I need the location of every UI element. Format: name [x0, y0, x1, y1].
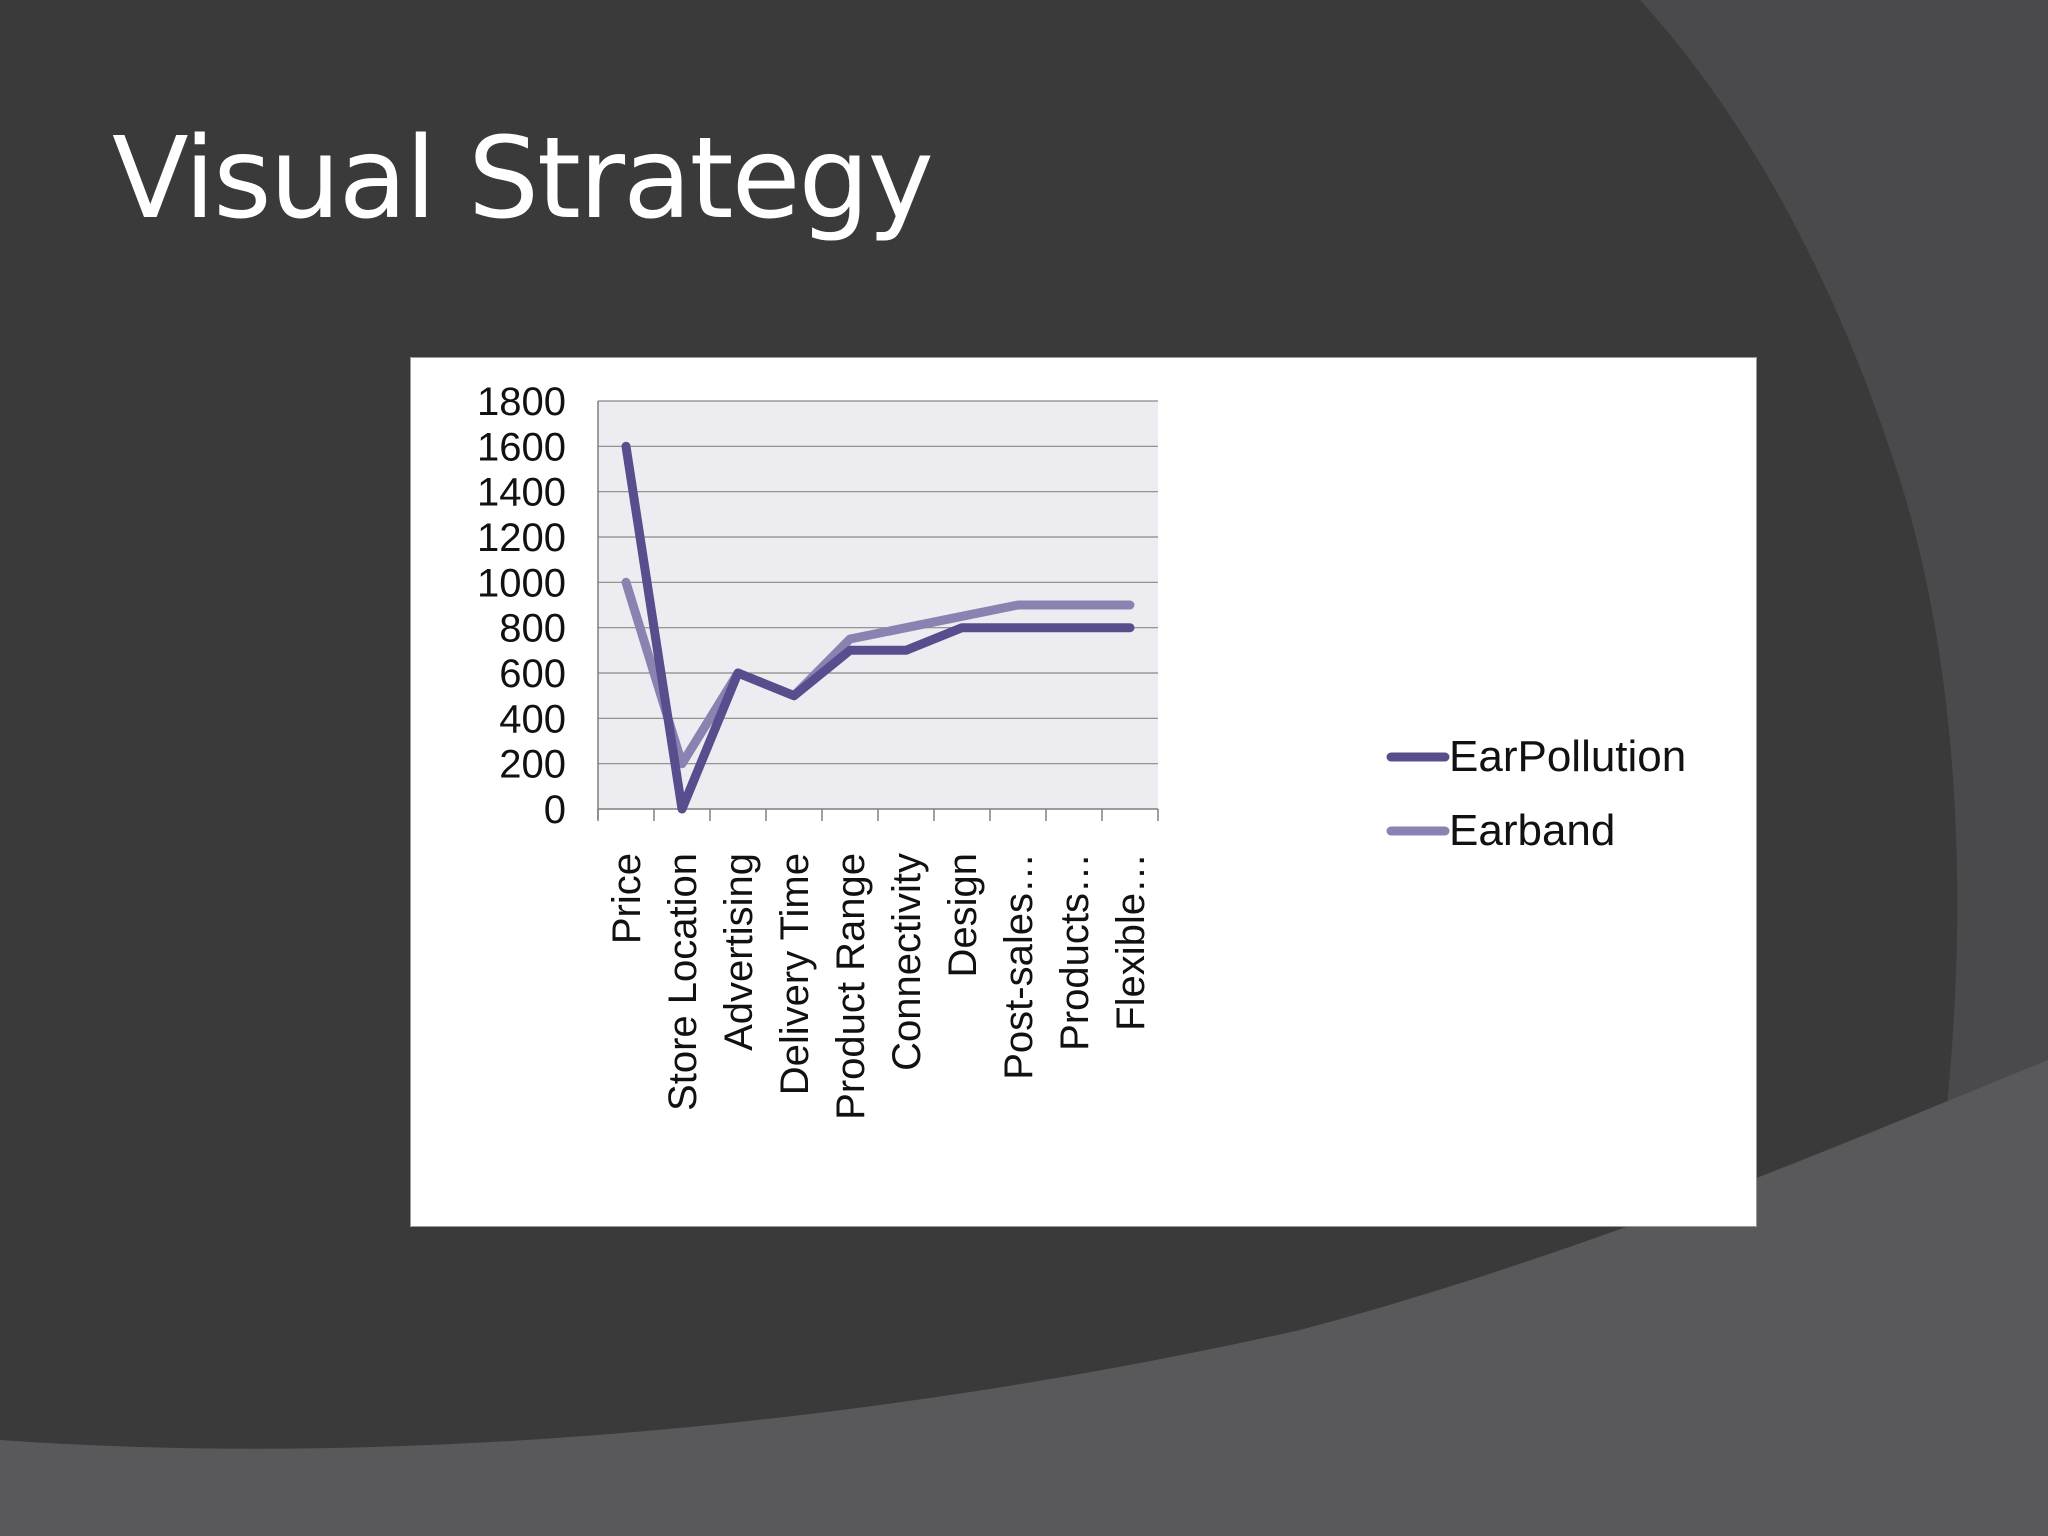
x-tick-label: Advertising	[717, 853, 761, 1051]
series-line	[621, 441, 1135, 814]
slide-title: Visual Strategy	[112, 114, 934, 244]
x-tick-label: Price	[605, 853, 649, 944]
y-tick-label: 600	[499, 652, 566, 696]
chart-frame: 0 200 400 600 800 1000 1200 1400 1600 1800 Price S…	[410, 357, 1757, 1227]
y-tick-label: 1600	[477, 425, 566, 469]
y-tick-label: 800	[499, 607, 566, 651]
x-tick-label: Design	[941, 853, 985, 978]
x-tick-label: Flexible…	[1109, 853, 1153, 1031]
x-tick-label: Delivery Time	[773, 853, 817, 1095]
legend-label: EarPollution	[1449, 732, 1686, 781]
legend: EarPollution Earband	[1386, 732, 1686, 855]
swoosh-arc-light	[0, 1060, 2048, 1536]
y-tick-label: 1200	[477, 516, 566, 560]
y-tick-label: 1400	[477, 471, 566, 515]
x-tick-label: Post-sales…	[997, 853, 1041, 1080]
y-tick-label: 400	[499, 697, 566, 741]
series-lines	[621, 441, 1135, 814]
y-tick-label: 1800	[477, 380, 566, 424]
x-axis-tick-labels: Price Store Location Advertising Delivery T…	[605, 853, 1153, 1120]
x-tick-label: Products…	[1053, 853, 1097, 1051]
legend-label: Earband	[1449, 806, 1615, 855]
x-tick-label: Connectivity	[885, 853, 929, 1071]
x-tick-label: Store Location	[661, 853, 705, 1111]
axes	[597, 401, 1159, 821]
x-tick-label: Product Range	[829, 853, 873, 1120]
y-tick-label: 1000	[477, 561, 566, 605]
y-tick-label: 0	[544, 788, 566, 832]
y-tick-label: 200	[499, 743, 566, 787]
gridlines	[598, 400, 1158, 765]
series-line	[621, 577, 1135, 769]
